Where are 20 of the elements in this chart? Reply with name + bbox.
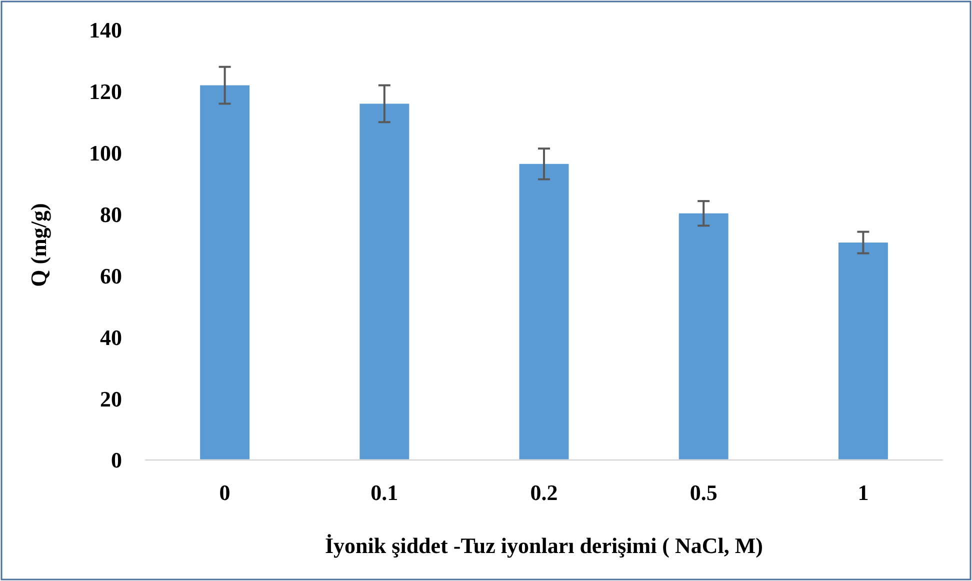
y-tick-label: 60 [100, 263, 122, 288]
y-tick-label: 40 [100, 324, 122, 350]
y-tick-label: 100 [89, 140, 122, 166]
x-tick-label: 0.1 [370, 480, 398, 505]
x-tick-label: 0.2 [530, 480, 558, 505]
y-axis-title: Q (mg/g) [26, 203, 51, 287]
y-tick-label: 80 [100, 202, 122, 227]
x-tick-label: 0 [219, 480, 230, 505]
y-tick-label: 20 [100, 386, 122, 412]
bar [519, 164, 569, 460]
y-tick-label: 120 [89, 79, 122, 104]
bar [838, 242, 888, 460]
y-tick-label: 140 [89, 18, 122, 43]
x-tick-label: 0.5 [690, 480, 718, 505]
bar [200, 85, 250, 460]
bar [678, 213, 728, 460]
x-axis-title: İyonik şiddet -Tuz iyonları derişimi ( NaCl, M) [325, 533, 763, 558]
bar [360, 104, 410, 460]
x-tick-label: 1 [858, 480, 869, 505]
y-tick-label: 0 [111, 448, 122, 473]
